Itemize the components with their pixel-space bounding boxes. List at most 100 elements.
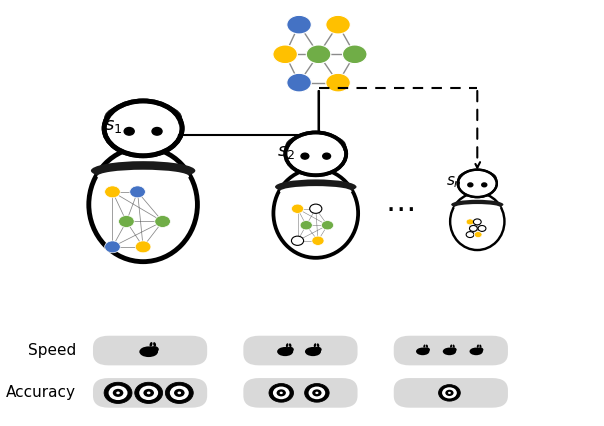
Circle shape <box>315 391 318 394</box>
Text: $\cdots$: $\cdots$ <box>385 194 414 223</box>
Ellipse shape <box>423 345 425 348</box>
Ellipse shape <box>450 345 452 348</box>
Ellipse shape <box>153 342 156 347</box>
Circle shape <box>287 15 311 34</box>
Ellipse shape <box>423 347 430 352</box>
Ellipse shape <box>443 348 456 355</box>
Circle shape <box>104 241 120 253</box>
Ellipse shape <box>149 346 159 353</box>
FancyBboxPatch shape <box>394 378 508 408</box>
Circle shape <box>277 389 286 397</box>
Circle shape <box>292 236 304 245</box>
Circle shape <box>342 45 367 63</box>
Ellipse shape <box>458 170 496 186</box>
Circle shape <box>304 383 329 402</box>
Circle shape <box>124 127 134 135</box>
FancyBboxPatch shape <box>93 378 207 408</box>
Circle shape <box>478 225 486 231</box>
Circle shape <box>155 216 170 227</box>
Circle shape <box>113 389 123 397</box>
Circle shape <box>135 382 162 403</box>
Ellipse shape <box>416 348 429 355</box>
Ellipse shape <box>313 347 322 352</box>
Ellipse shape <box>458 170 496 197</box>
Circle shape <box>309 386 325 399</box>
Text: $s_1$: $s_1$ <box>104 117 123 135</box>
Circle shape <box>273 386 289 399</box>
Ellipse shape <box>104 101 182 156</box>
Ellipse shape <box>140 346 158 357</box>
Circle shape <box>442 387 457 398</box>
Circle shape <box>321 221 333 230</box>
Ellipse shape <box>107 103 179 153</box>
Ellipse shape <box>317 343 320 347</box>
Circle shape <box>104 382 132 403</box>
Circle shape <box>116 391 120 394</box>
Ellipse shape <box>477 347 483 352</box>
Circle shape <box>170 386 189 400</box>
Text: Speed: Speed <box>28 343 76 358</box>
Ellipse shape <box>477 345 479 348</box>
Ellipse shape <box>285 133 346 158</box>
Circle shape <box>301 153 309 159</box>
FancyBboxPatch shape <box>394 336 508 366</box>
Circle shape <box>135 241 151 253</box>
Circle shape <box>439 385 460 401</box>
Circle shape <box>312 389 321 397</box>
Ellipse shape <box>97 170 189 183</box>
FancyBboxPatch shape <box>243 378 358 408</box>
Circle shape <box>474 232 482 238</box>
Circle shape <box>130 186 146 198</box>
FancyBboxPatch shape <box>243 336 358 366</box>
Circle shape <box>312 236 324 245</box>
Circle shape <box>143 389 154 397</box>
Ellipse shape <box>305 347 321 356</box>
Ellipse shape <box>469 348 483 355</box>
Circle shape <box>178 391 181 394</box>
Circle shape <box>104 186 120 198</box>
Text: Accuracy: Accuracy <box>6 386 76 400</box>
Circle shape <box>269 383 294 402</box>
Circle shape <box>466 232 474 238</box>
Ellipse shape <box>450 347 457 352</box>
Circle shape <box>474 219 481 225</box>
Circle shape <box>152 127 162 135</box>
Ellipse shape <box>454 204 500 211</box>
Circle shape <box>468 183 473 187</box>
Ellipse shape <box>313 343 316 347</box>
Circle shape <box>139 386 158 400</box>
Ellipse shape <box>280 186 352 196</box>
Ellipse shape <box>274 169 358 258</box>
Circle shape <box>287 73 311 92</box>
Text: $s_n$: $s_n$ <box>446 175 461 190</box>
Ellipse shape <box>452 345 455 348</box>
Circle shape <box>310 204 322 213</box>
Ellipse shape <box>459 171 495 196</box>
Ellipse shape <box>288 134 344 173</box>
Circle shape <box>273 45 297 63</box>
Ellipse shape <box>150 342 152 347</box>
Circle shape <box>300 221 312 230</box>
Ellipse shape <box>426 345 428 348</box>
Circle shape <box>448 392 451 394</box>
Ellipse shape <box>285 132 346 175</box>
Ellipse shape <box>286 347 294 352</box>
Ellipse shape <box>450 193 504 250</box>
Circle shape <box>292 204 304 213</box>
Circle shape <box>445 390 454 396</box>
Circle shape <box>165 382 193 403</box>
Ellipse shape <box>451 200 503 209</box>
Circle shape <box>147 391 150 394</box>
Ellipse shape <box>277 347 293 356</box>
Ellipse shape <box>289 343 292 347</box>
Circle shape <box>280 391 283 394</box>
Ellipse shape <box>286 343 289 347</box>
Circle shape <box>466 219 474 225</box>
FancyBboxPatch shape <box>93 336 207 366</box>
Ellipse shape <box>275 179 356 194</box>
Circle shape <box>109 386 127 400</box>
Text: $s_2$: $s_2$ <box>277 143 295 161</box>
Ellipse shape <box>480 345 481 348</box>
Circle shape <box>118 216 134 227</box>
Circle shape <box>326 73 350 92</box>
